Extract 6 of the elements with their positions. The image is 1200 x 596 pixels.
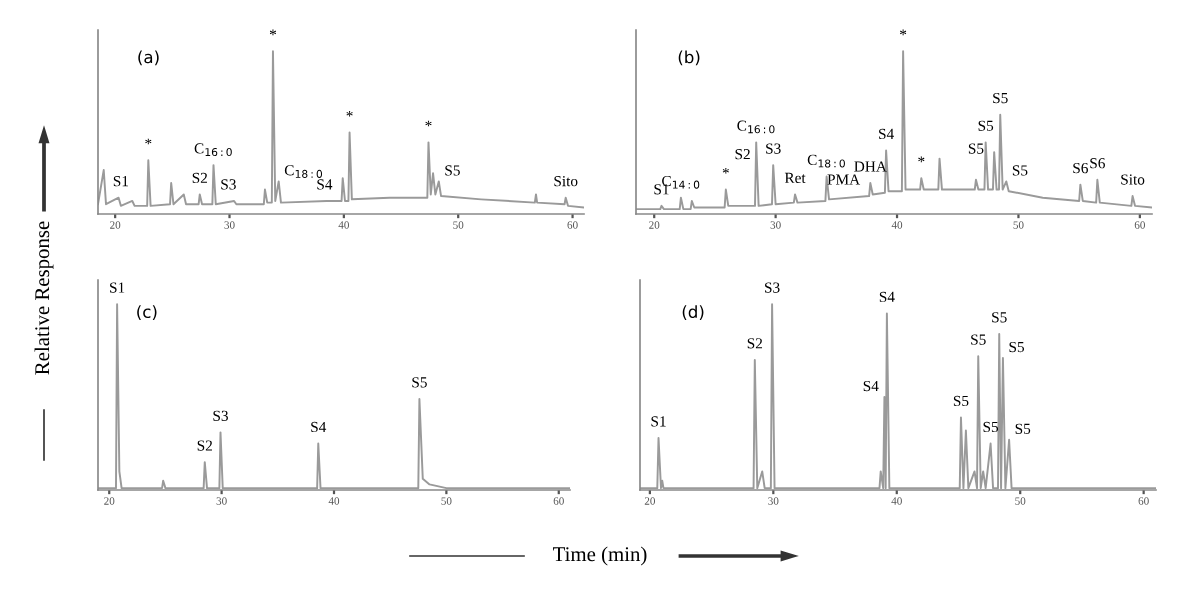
chart-title: (c) (137, 305, 157, 320)
y-axis-title: Relative Response (34, 221, 54, 375)
chart-title: (a) (138, 50, 159, 66)
chart-title: (b) (678, 50, 700, 66)
chart-title: (d) (682, 305, 704, 320)
x-axis-title: Time (min) (553, 546, 647, 566)
